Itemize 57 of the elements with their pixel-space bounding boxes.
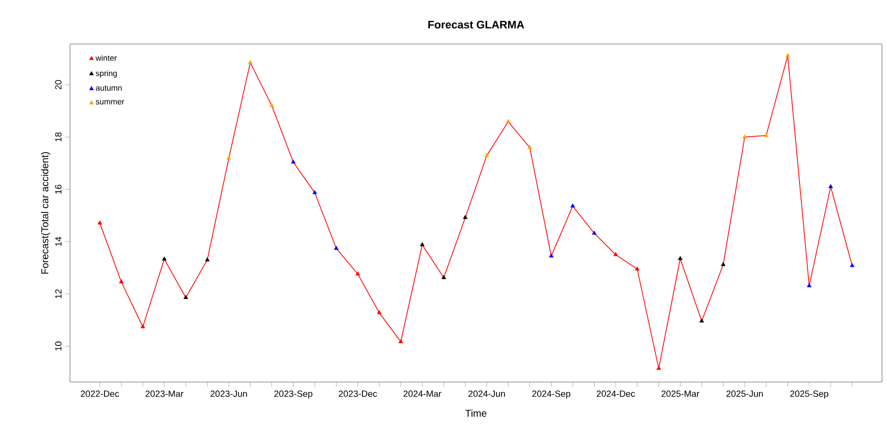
x-tick-label: 2023-Mar [146, 390, 184, 397]
point [312, 190, 318, 194]
point [140, 324, 146, 328]
point [613, 252, 618, 256]
point [334, 246, 339, 250]
point [506, 119, 511, 124]
x-tick-label: 2025-Sep [790, 390, 828, 399]
y-tick-label: 10 [55, 342, 62, 350]
x-tick-label: 2024-Mar [404, 390, 442, 397]
y-tick-label: 16 [55, 184, 62, 194]
x-tick-label: 2023-Sep [274, 390, 312, 399]
point [678, 256, 682, 260]
y-tick-label: 14 [55, 236, 62, 246]
point [462, 214, 468, 219]
point [570, 203, 576, 208]
point [291, 160, 296, 164]
point [119, 279, 124, 284]
point [205, 257, 210, 262]
point [656, 366, 661, 370]
point [764, 132, 768, 137]
x-tick-label: 2022-Dec [80, 390, 120, 397]
point [828, 184, 833, 188]
x-axis-title: Time [465, 409, 486, 417]
point [356, 271, 360, 276]
point [527, 144, 532, 149]
point [248, 60, 253, 64]
chart-title: Forecast GLARMA [428, 20, 524, 28]
x-tick-label: 2025-Jun [726, 390, 763, 397]
point [634, 266, 640, 270]
point [98, 220, 102, 224]
point [420, 242, 425, 246]
point [720, 262, 726, 266]
point [742, 134, 747, 138]
y-tick-label: 18 [55, 132, 62, 142]
y-tick-label: 12 [55, 289, 62, 298]
x-tick-label: 2023-Jun [210, 390, 247, 397]
point [441, 275, 446, 280]
point [184, 294, 188, 299]
point [592, 230, 597, 235]
point [162, 256, 167, 261]
x-tick-label: 2025-Mar [661, 390, 700, 397]
point [484, 153, 490, 158]
point [548, 253, 554, 258]
point [785, 53, 790, 58]
point [226, 156, 232, 160]
point [806, 283, 812, 288]
point [850, 263, 854, 268]
point [398, 339, 404, 344]
y-tick-label: 20 [55, 80, 62, 90]
x-tick-label: 2024-Sep [532, 390, 570, 399]
x-tick-label: 2023-Dec [338, 390, 377, 397]
point [270, 103, 274, 108]
y-axis-title: Forecast(Total car accident) [41, 152, 50, 274]
x-tick-label: 2024-Jun [468, 390, 505, 397]
point [699, 318, 704, 322]
x-tick-label: 2024-Dec [596, 390, 635, 397]
point [377, 310, 382, 314]
